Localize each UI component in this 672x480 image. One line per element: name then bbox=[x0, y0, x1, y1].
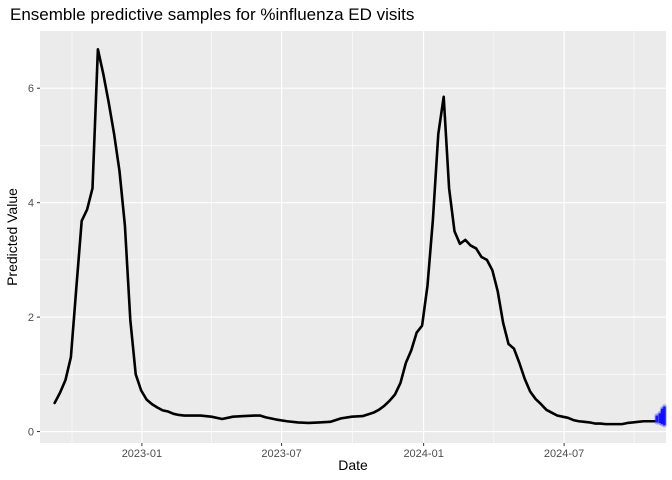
major-gridlines bbox=[40, 31, 666, 443]
x-tick-label: 2024-01 bbox=[403, 448, 443, 460]
forecast-samples bbox=[654, 404, 667, 428]
x-axis: 2023-01 2023-07 2024-01 2024-07 bbox=[122, 443, 584, 460]
x-tick-label: 2024-07 bbox=[544, 448, 584, 460]
x-axis-title: Date bbox=[338, 457, 368, 473]
y-tick-label: 6 bbox=[28, 83, 34, 95]
plot-panel bbox=[40, 31, 666, 443]
minor-gridlines bbox=[40, 31, 666, 443]
y-axis-title: Predicted Value bbox=[4, 188, 20, 286]
x-tick-label: 2023-01 bbox=[122, 448, 162, 460]
y-tick-label: 2 bbox=[28, 312, 34, 324]
series-layer bbox=[53, 48, 656, 426]
series-line bbox=[53, 48, 656, 426]
y-axis: 0 2 4 6 bbox=[28, 83, 40, 439]
chart-title: Ensemble predictive samples for %influen… bbox=[10, 5, 414, 24]
y-tick-label: 0 bbox=[28, 427, 34, 439]
y-tick-label: 4 bbox=[28, 198, 34, 210]
x-tick-label: 2023-07 bbox=[261, 448, 301, 460]
